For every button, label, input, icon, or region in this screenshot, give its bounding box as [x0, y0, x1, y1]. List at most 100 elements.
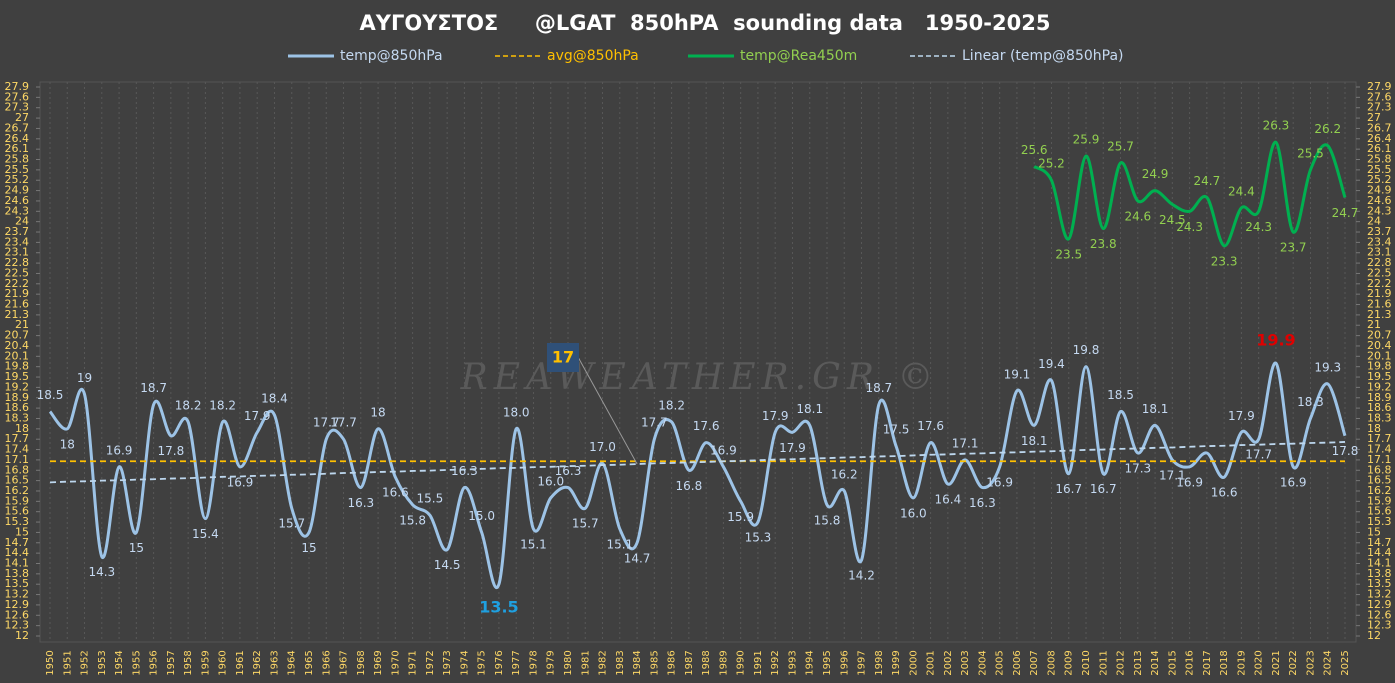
x-tick-label: 1952 — [80, 650, 91, 675]
y-tick-label: 12 — [1367, 629, 1381, 642]
data-label: 17.5 — [883, 423, 910, 437]
y-tick-label: 15.3 — [1367, 515, 1392, 528]
y-tick-label: 12.6 — [1367, 608, 1392, 621]
y-tick-label: 17.1 — [5, 453, 30, 466]
data-label: 16.6 — [1211, 486, 1238, 500]
annotation-box — [547, 343, 579, 372]
y-tick-label: 17.4 — [1367, 443, 1392, 456]
y-tick-label: 26.7 — [5, 121, 30, 134]
x-tick-label: 1973 — [442, 650, 453, 675]
y-tick-label: 14.1 — [1367, 556, 1392, 569]
x-tick-label: 1979 — [546, 650, 557, 675]
data-label: 15.8 — [399, 513, 426, 527]
y-tick-label: 16.2 — [1367, 484, 1392, 497]
data-label: 15.4 — [192, 527, 219, 541]
x-tick-label: 1976 — [494, 650, 505, 675]
data-label: 15.8 — [814, 513, 841, 527]
data-label: 17.7 — [330, 416, 357, 430]
data-label: 18.5 — [1107, 388, 1134, 402]
data-label: 16.4 — [935, 493, 962, 507]
x-tick-label: 1964 — [287, 650, 298, 675]
data-label: 18.2 — [209, 398, 236, 412]
y-tick-label: 14.4 — [5, 546, 30, 559]
y-tick-label: 18.9 — [5, 391, 30, 404]
x-tick-label: 1981 — [580, 650, 591, 675]
data-label: 16.2 — [831, 467, 858, 481]
x-tick-label: 2008 — [1046, 650, 1057, 675]
data-label: 19.4 — [1038, 357, 1065, 371]
x-tick-label: 1958 — [183, 650, 194, 675]
y-tick-label: 26.4 — [1367, 132, 1392, 145]
data-label: 23.3 — [1211, 254, 1238, 268]
data-label: 17.9 — [1228, 409, 1255, 423]
y-tick-label: 17.1 — [1367, 453, 1392, 466]
x-tick-label: 1956 — [149, 650, 160, 675]
data-label: 18.1 — [796, 402, 823, 416]
y-tick-label: 22.5 — [5, 266, 30, 279]
y-tick-label: 15.3 — [5, 515, 30, 528]
data-label: 17.9 — [779, 441, 806, 455]
data-label: 17.7 — [1245, 448, 1272, 462]
data-label: 17.3 — [1124, 462, 1151, 476]
x-tick-label: 2012 — [1116, 650, 1127, 675]
x-tick-label: 1986 — [667, 650, 678, 675]
x-tick-label: 2003 — [960, 650, 971, 675]
x-tick-label: 1970 — [390, 650, 401, 675]
x-tick-label: 2001 — [926, 650, 937, 675]
y-tick-label: 19.2 — [1367, 380, 1392, 393]
data-label: 16.9 — [1176, 475, 1203, 489]
y-tick-label: 14.4 — [1367, 546, 1392, 559]
y-tick-label: 13.2 — [5, 588, 30, 601]
y-tick-label: 13.5 — [5, 577, 30, 590]
y-tick-label: 15.6 — [5, 505, 30, 518]
y-tick-label: 16.5 — [1367, 474, 1392, 487]
data-label: 18.1 — [1142, 402, 1169, 416]
data-label: 23.5 — [1055, 247, 1082, 261]
y-tick-label: 22.8 — [1367, 256, 1392, 269]
data-label: 18.2 — [175, 398, 202, 412]
y-tick-label: 23.4 — [5, 235, 30, 248]
data-label: 16.9 — [1280, 475, 1307, 489]
y-tick-label: 20.7 — [5, 329, 30, 342]
data-label: 24.3 — [1176, 220, 1203, 234]
data-label: 16.9 — [710, 443, 737, 457]
data-label: 26.2 — [1314, 122, 1341, 136]
y-tick-label: 21.6 — [5, 298, 30, 311]
x-tick-label: 1960 — [218, 650, 229, 675]
data-label: 16.3 — [555, 464, 582, 478]
plot-frame — [39, 81, 1357, 643]
x-tick-label: 1963 — [269, 650, 280, 675]
y-tick-label: 24.9 — [1367, 184, 1392, 197]
data-label: 15.9 — [727, 510, 754, 524]
data-label: 19 — [77, 371, 92, 385]
x-tick-label: 1982 — [598, 650, 609, 675]
y-tick-label: 18.3 — [5, 411, 30, 424]
x-tick-label: 1992 — [770, 650, 781, 675]
y-tick-label: 19.5 — [1367, 370, 1392, 383]
y-tick-label: 18.6 — [5, 401, 30, 414]
y-tick-label: 22.5 — [1367, 266, 1392, 279]
x-tick-label: 1993 — [787, 650, 798, 675]
data-label: 18 — [370, 405, 385, 419]
x-tick-label: 1987 — [684, 650, 695, 675]
x-tick-label: 1980 — [563, 650, 574, 675]
x-tick-label: 1994 — [805, 650, 816, 675]
data-label: 17.8 — [1332, 444, 1359, 458]
x-tick-label: 1971 — [408, 650, 419, 675]
x-tick-label: 1957 — [166, 650, 177, 675]
y-tick-label: 22.2 — [5, 277, 30, 290]
x-tick-label: 2006 — [1012, 650, 1023, 675]
x-tick-label: 1988 — [701, 650, 712, 675]
x-tick-label: 2013 — [1133, 650, 1144, 675]
y-tick-label: 17.7 — [1367, 432, 1392, 445]
x-tick-label: 2014 — [1150, 650, 1161, 675]
data-label: 17.9 — [762, 409, 789, 423]
data-label: 18.3 — [1297, 395, 1324, 409]
y-tick-label: 21.6 — [1367, 298, 1392, 311]
y-tick-label: 18 — [15, 422, 29, 435]
y-tick-label: 19.8 — [5, 360, 30, 373]
x-tick-label: 2017 — [1202, 650, 1213, 675]
data-label: 18 — [60, 437, 75, 451]
data-label: 15.0 — [468, 509, 495, 523]
